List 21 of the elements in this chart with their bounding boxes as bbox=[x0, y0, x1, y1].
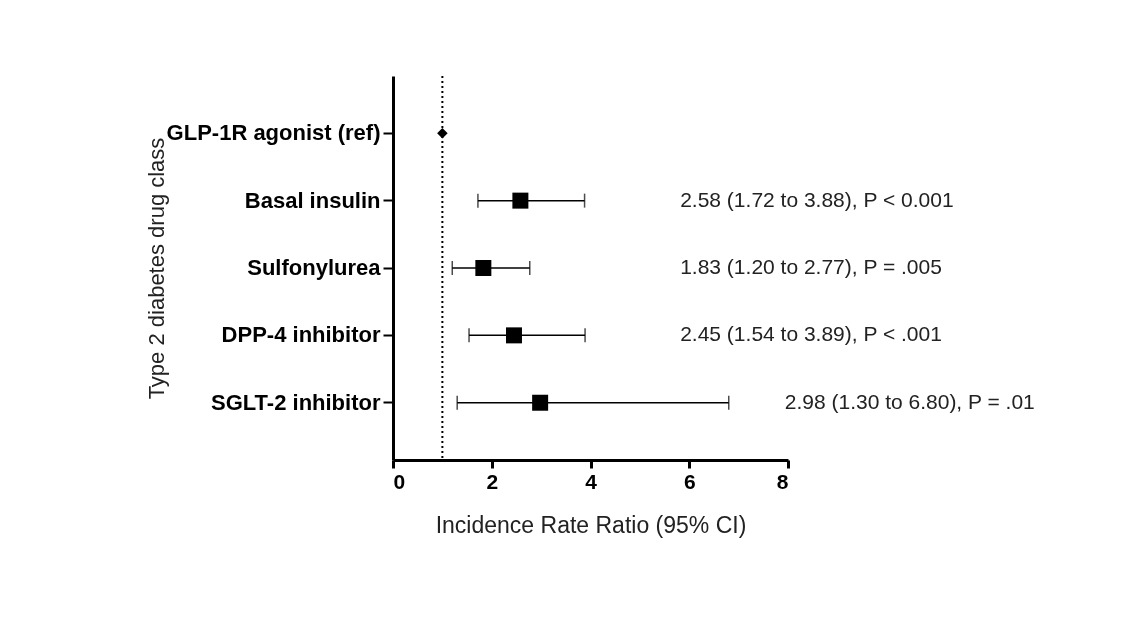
point bbox=[437, 128, 448, 139]
y-tick-label: SGLT-2 inhibitor bbox=[211, 389, 381, 415]
x-tick-label: 8 bbox=[776, 469, 789, 493]
x-axis-title: Incidence Rate Ratio (95% CI) bbox=[435, 511, 747, 538]
annotation: 2.58 (1.72 to 3.88), P < 0.001 bbox=[680, 187, 954, 211]
y-tick-label: DPP-4 inhibitor bbox=[221, 322, 381, 348]
x-tick-label: 4 bbox=[585, 469, 598, 493]
x-tick-label: 6 bbox=[683, 469, 696, 493]
annotation: 2.98 (1.30 to 6.80), P = .01 bbox=[784, 389, 1035, 413]
point bbox=[475, 260, 492, 276]
point bbox=[505, 327, 522, 344]
x-tick-label: 2 bbox=[486, 469, 499, 493]
y-tick-label: Basal insulin bbox=[244, 187, 381, 213]
annotation: 2.45 (1.54 to 3.89), P < .001 bbox=[680, 322, 942, 346]
y-tick-label: Sulfonylurea bbox=[247, 255, 382, 280]
point bbox=[512, 192, 529, 209]
y-axis-title: Type 2 diabetes drug class bbox=[143, 137, 169, 400]
point bbox=[532, 394, 549, 411]
x-tick-label: 0 bbox=[393, 469, 406, 493]
y-tick-label: GLP-1R agonist (ref) bbox=[166, 120, 381, 146]
annotation: 1.83 (1.20 to 2.77), P = .005 bbox=[680, 255, 942, 278]
